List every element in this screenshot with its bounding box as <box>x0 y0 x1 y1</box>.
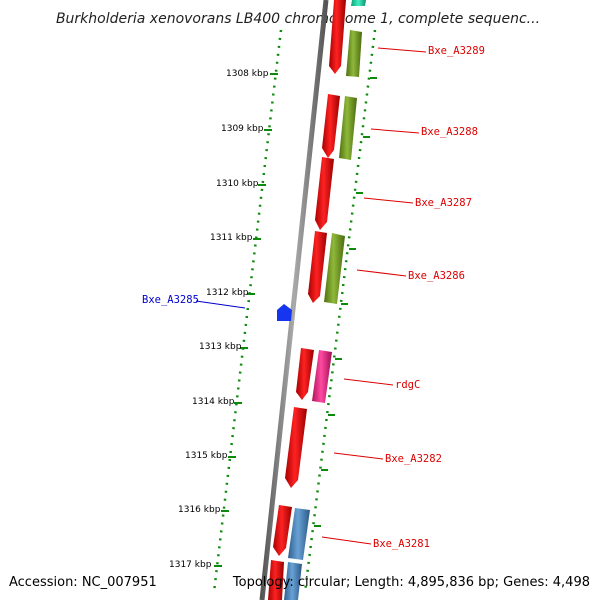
gene-label-bxe-a3289[interactable]: Bxe_A3289 <box>428 45 485 57</box>
scale-tick: 1314 kbp <box>192 397 242 407</box>
gene-label-bxe-a3282[interactable]: Bxe_A3282 <box>385 453 442 465</box>
right-rail-ticks <box>314 77 377 527</box>
gene-steelblue-a3281[interactable] <box>288 508 310 560</box>
gene-label-bxe-a3287[interactable]: Bxe_A3287 <box>415 197 472 209</box>
scale-tick-label: 1311 kbp <box>210 233 253 243</box>
scale-tick: 1311 kbp <box>210 233 261 243</box>
gene-label-bxe-a3286[interactable]: Bxe_A3286 <box>408 270 465 282</box>
gene-red-partial-bottom[interactable] <box>268 560 284 600</box>
gene-label-bxe-a3285[interactable]: Bxe_A3285 <box>142 294 199 306</box>
scale-tick-label: 1314 kbp <box>192 397 235 407</box>
gene-leader-lines <box>195 47 427 545</box>
gene-red-a3288[interactable] <box>322 94 340 158</box>
gene-red-a3286[interactable] <box>308 231 327 303</box>
accession-text: Accession: NC_007951 <box>9 575 157 590</box>
gene-label-rdgc[interactable]: rdgC <box>395 379 420 391</box>
gene-blue-a3285[interactable] <box>277 304 292 321</box>
gene-pink-rdgc[interactable] <box>312 350 332 403</box>
topology-text: Topology: circular; Length: 4,895,836 bp… <box>232 575 590 590</box>
genome-axis <box>259 0 329 600</box>
scale-tick-label: 1315 kbp <box>185 451 228 461</box>
scale-tick: 1312 kbp <box>206 288 255 298</box>
gene-label-bxe-a3281[interactable]: Bxe_A3281 <box>373 538 430 550</box>
scale-tick: 1308 kbp <box>226 69 278 79</box>
gene-olive-a3289[interactable] <box>346 30 362 77</box>
gene-olive-a3288[interactable] <box>339 96 357 160</box>
scale-tick-label: 1316 kbp <box>178 505 221 515</box>
scale-tick: 1317 kbp <box>169 560 222 570</box>
gene-red-a3282[interactable] <box>285 407 307 488</box>
scale-tick-label: 1317 kbp <box>169 560 212 570</box>
scale-tick: 1316 kbp <box>178 505 229 515</box>
gene-red-rdgc[interactable] <box>296 348 314 400</box>
scale-tick: 1313 kbp <box>199 342 248 352</box>
gene-red-a3281[interactable] <box>273 505 292 556</box>
scale-tick-label: 1309 kbp <box>221 124 264 134</box>
scale-tick-label: 1308 kbp <box>226 69 269 79</box>
gene-labels: Bxe_A3289 Bxe_A3288 Bxe_A3287 Bxe_A3286 … <box>142 45 485 550</box>
gene-red-a3289[interactable] <box>329 0 346 74</box>
gene-teal-partial[interactable] <box>351 0 366 6</box>
scale-tick-label: 1313 kbp <box>199 342 242 352</box>
gene-label-bxe-a3288[interactable]: Bxe_A3288 <box>421 126 478 138</box>
map-title: Burkholderia xenovorans LB400 chromosome… <box>56 11 540 27</box>
gene-features <box>268 0 366 600</box>
scale-tick: 1310 kbp <box>216 179 266 189</box>
gene-steelblue-partial-bottom[interactable] <box>284 562 302 600</box>
gene-olive-a3286[interactable] <box>324 233 345 304</box>
scale-tick: 1309 kbp <box>221 124 272 134</box>
scale-tick-label: 1310 kbp <box>216 179 259 189</box>
scale-ticks: 1308 kbp 1309 kbp 1310 kbp 1311 kbp 1312… <box>169 69 278 570</box>
scale-tick-label: 1312 kbp <box>206 288 249 298</box>
scale-tick: 1315 kbp <box>185 451 236 461</box>
gene-red-a3287[interactable] <box>315 157 334 230</box>
